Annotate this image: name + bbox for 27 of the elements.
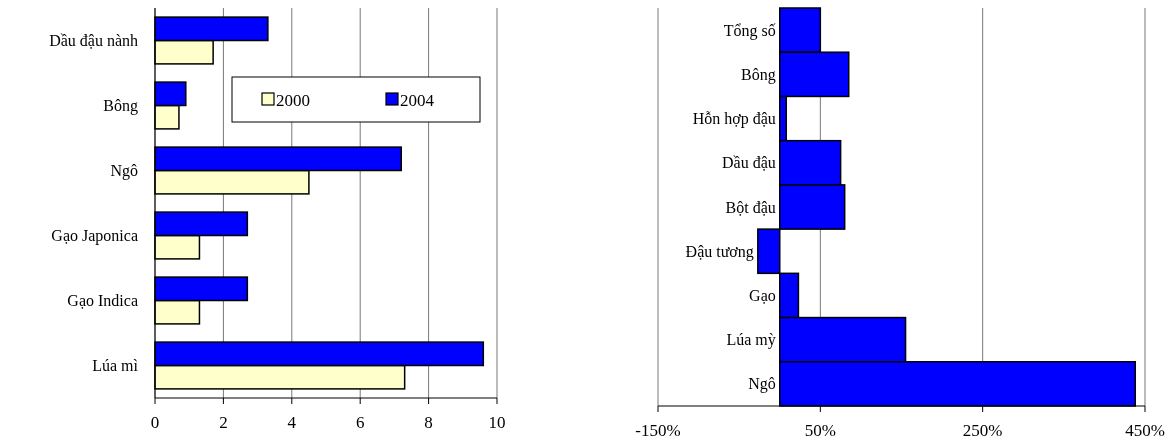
y-tick-label: Bột đậu: [725, 198, 776, 216]
y-tick-label: Hỗn hợp đậu: [692, 110, 776, 129]
x-tick-label: 6: [355, 413, 365, 432]
y-tick-label: Dầu đậu: [721, 154, 776, 172]
y-tick-label: Gạo Japonica: [51, 227, 138, 246]
legend-label: 2000: [276, 90, 310, 110]
y-tick-label: Lúa mỳ: [726, 331, 776, 350]
x-tick-label: 50%: [804, 421, 836, 440]
y-tick-label: Dầu đậu nành: [49, 32, 138, 50]
legend-label: 2004: [400, 90, 435, 110]
x-tick-label: 10: [488, 413, 506, 432]
x-tick-label: 0: [150, 413, 160, 432]
y-tick-label: Bông: [741, 65, 776, 84]
y-tick-label: Đậu tương: [685, 242, 754, 261]
y-tick-label: Lúa mì: [92, 357, 139, 375]
x-tick-label: -150%: [635, 421, 681, 440]
x-tick-label: 4: [287, 413, 297, 432]
y-tick-label: Gạo Indica: [67, 292, 138, 310]
x-tick-label: 450%: [1125, 421, 1165, 440]
y-tick-label: Ngô: [748, 375, 776, 394]
x-tick-label: 2: [219, 413, 228, 432]
x-tick-label: 8: [424, 413, 433, 432]
y-tick-label: Tổng số: [723, 21, 776, 40]
y-tick-label: Bông: [103, 97, 138, 116]
y-tick-label: Gạo: [749, 287, 776, 305]
y-tick-label: Ngô: [110, 162, 138, 181]
x-tick-label: 250%: [962, 421, 1003, 440]
